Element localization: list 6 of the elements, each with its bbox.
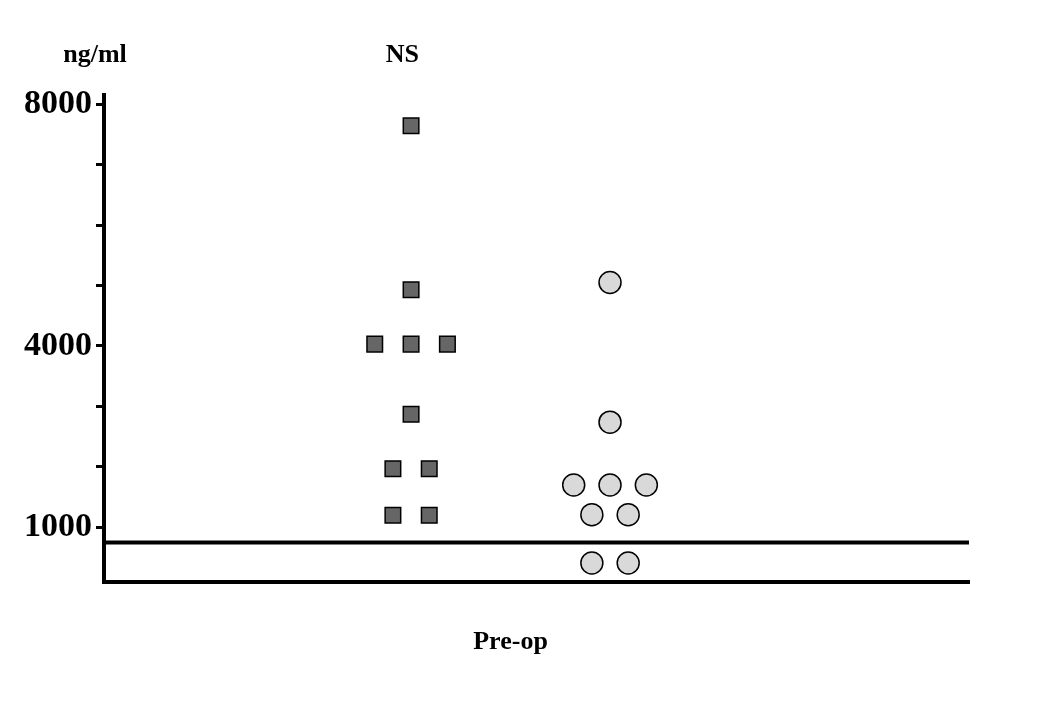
x-tick-label: Pre-op	[473, 626, 548, 656]
y-tick-label: 8000	[24, 82, 92, 120]
y-tick-label: 1000	[24, 506, 92, 544]
y-tick-label: 4000	[24, 324, 92, 362]
text: NS	[385, 38, 420, 68]
y-axis-title: ng/ml	[63, 38, 127, 68]
